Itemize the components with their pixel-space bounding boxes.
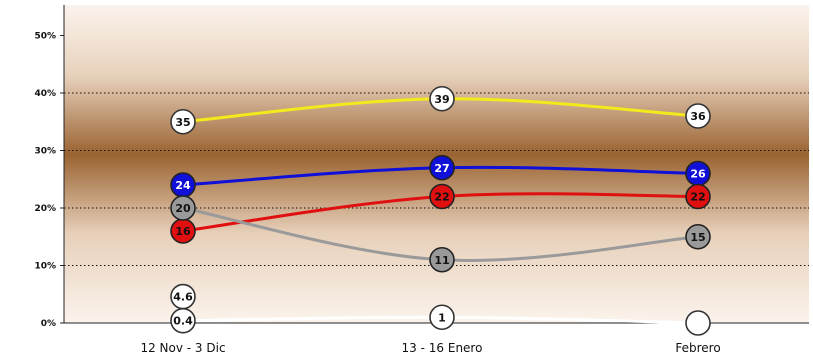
data-label: 0.4	[173, 315, 193, 328]
data-label: 35	[175, 116, 190, 129]
x-tick-label: Febrero	[675, 341, 720, 355]
y-tick-label: 50%	[34, 32, 56, 42]
y-tick-label: 30%	[34, 147, 56, 157]
data-label: 1	[438, 311, 446, 324]
x-tick-label: 13 - 16 Enero	[402, 341, 483, 355]
y-tick-label: 10%	[34, 262, 56, 272]
data-label: 4.6	[173, 291, 193, 304]
data-label: 22	[434, 191, 449, 204]
data-point-marker	[685, 183, 711, 210]
data-label: 15	[690, 231, 705, 244]
data-point-marker	[429, 304, 455, 331]
data-label: 36	[690, 110, 706, 123]
data-point-marker	[685, 103, 711, 129]
data-label: 11	[434, 254, 449, 267]
data-point-marker	[685, 223, 711, 250]
data-point-marker	[429, 183, 455, 210]
data-point-marker	[429, 246, 455, 273]
y-tick-label: 20%	[34, 204, 56, 214]
y-tick-label: 40%	[34, 89, 56, 99]
data-point-marker	[170, 195, 196, 221]
data-point-marker	[170, 108, 196, 135]
data-point-marker	[685, 310, 711, 336]
x-tick-label: 12 Nov - 3 Dic	[140, 341, 225, 355]
data-point-marker	[170, 307, 196, 334]
data-label: 22	[690, 191, 705, 204]
data-label: 39	[434, 93, 449, 106]
data-label: 20	[175, 202, 191, 215]
data-point-marker	[429, 85, 455, 112]
data-point-marker	[429, 154, 455, 181]
data-label: 24	[175, 179, 191, 192]
y-tick-label: 0%	[41, 319, 56, 329]
data-label: 16	[175, 225, 191, 238]
data-label: 26	[690, 168, 706, 181]
data-label: 27	[434, 162, 449, 175]
